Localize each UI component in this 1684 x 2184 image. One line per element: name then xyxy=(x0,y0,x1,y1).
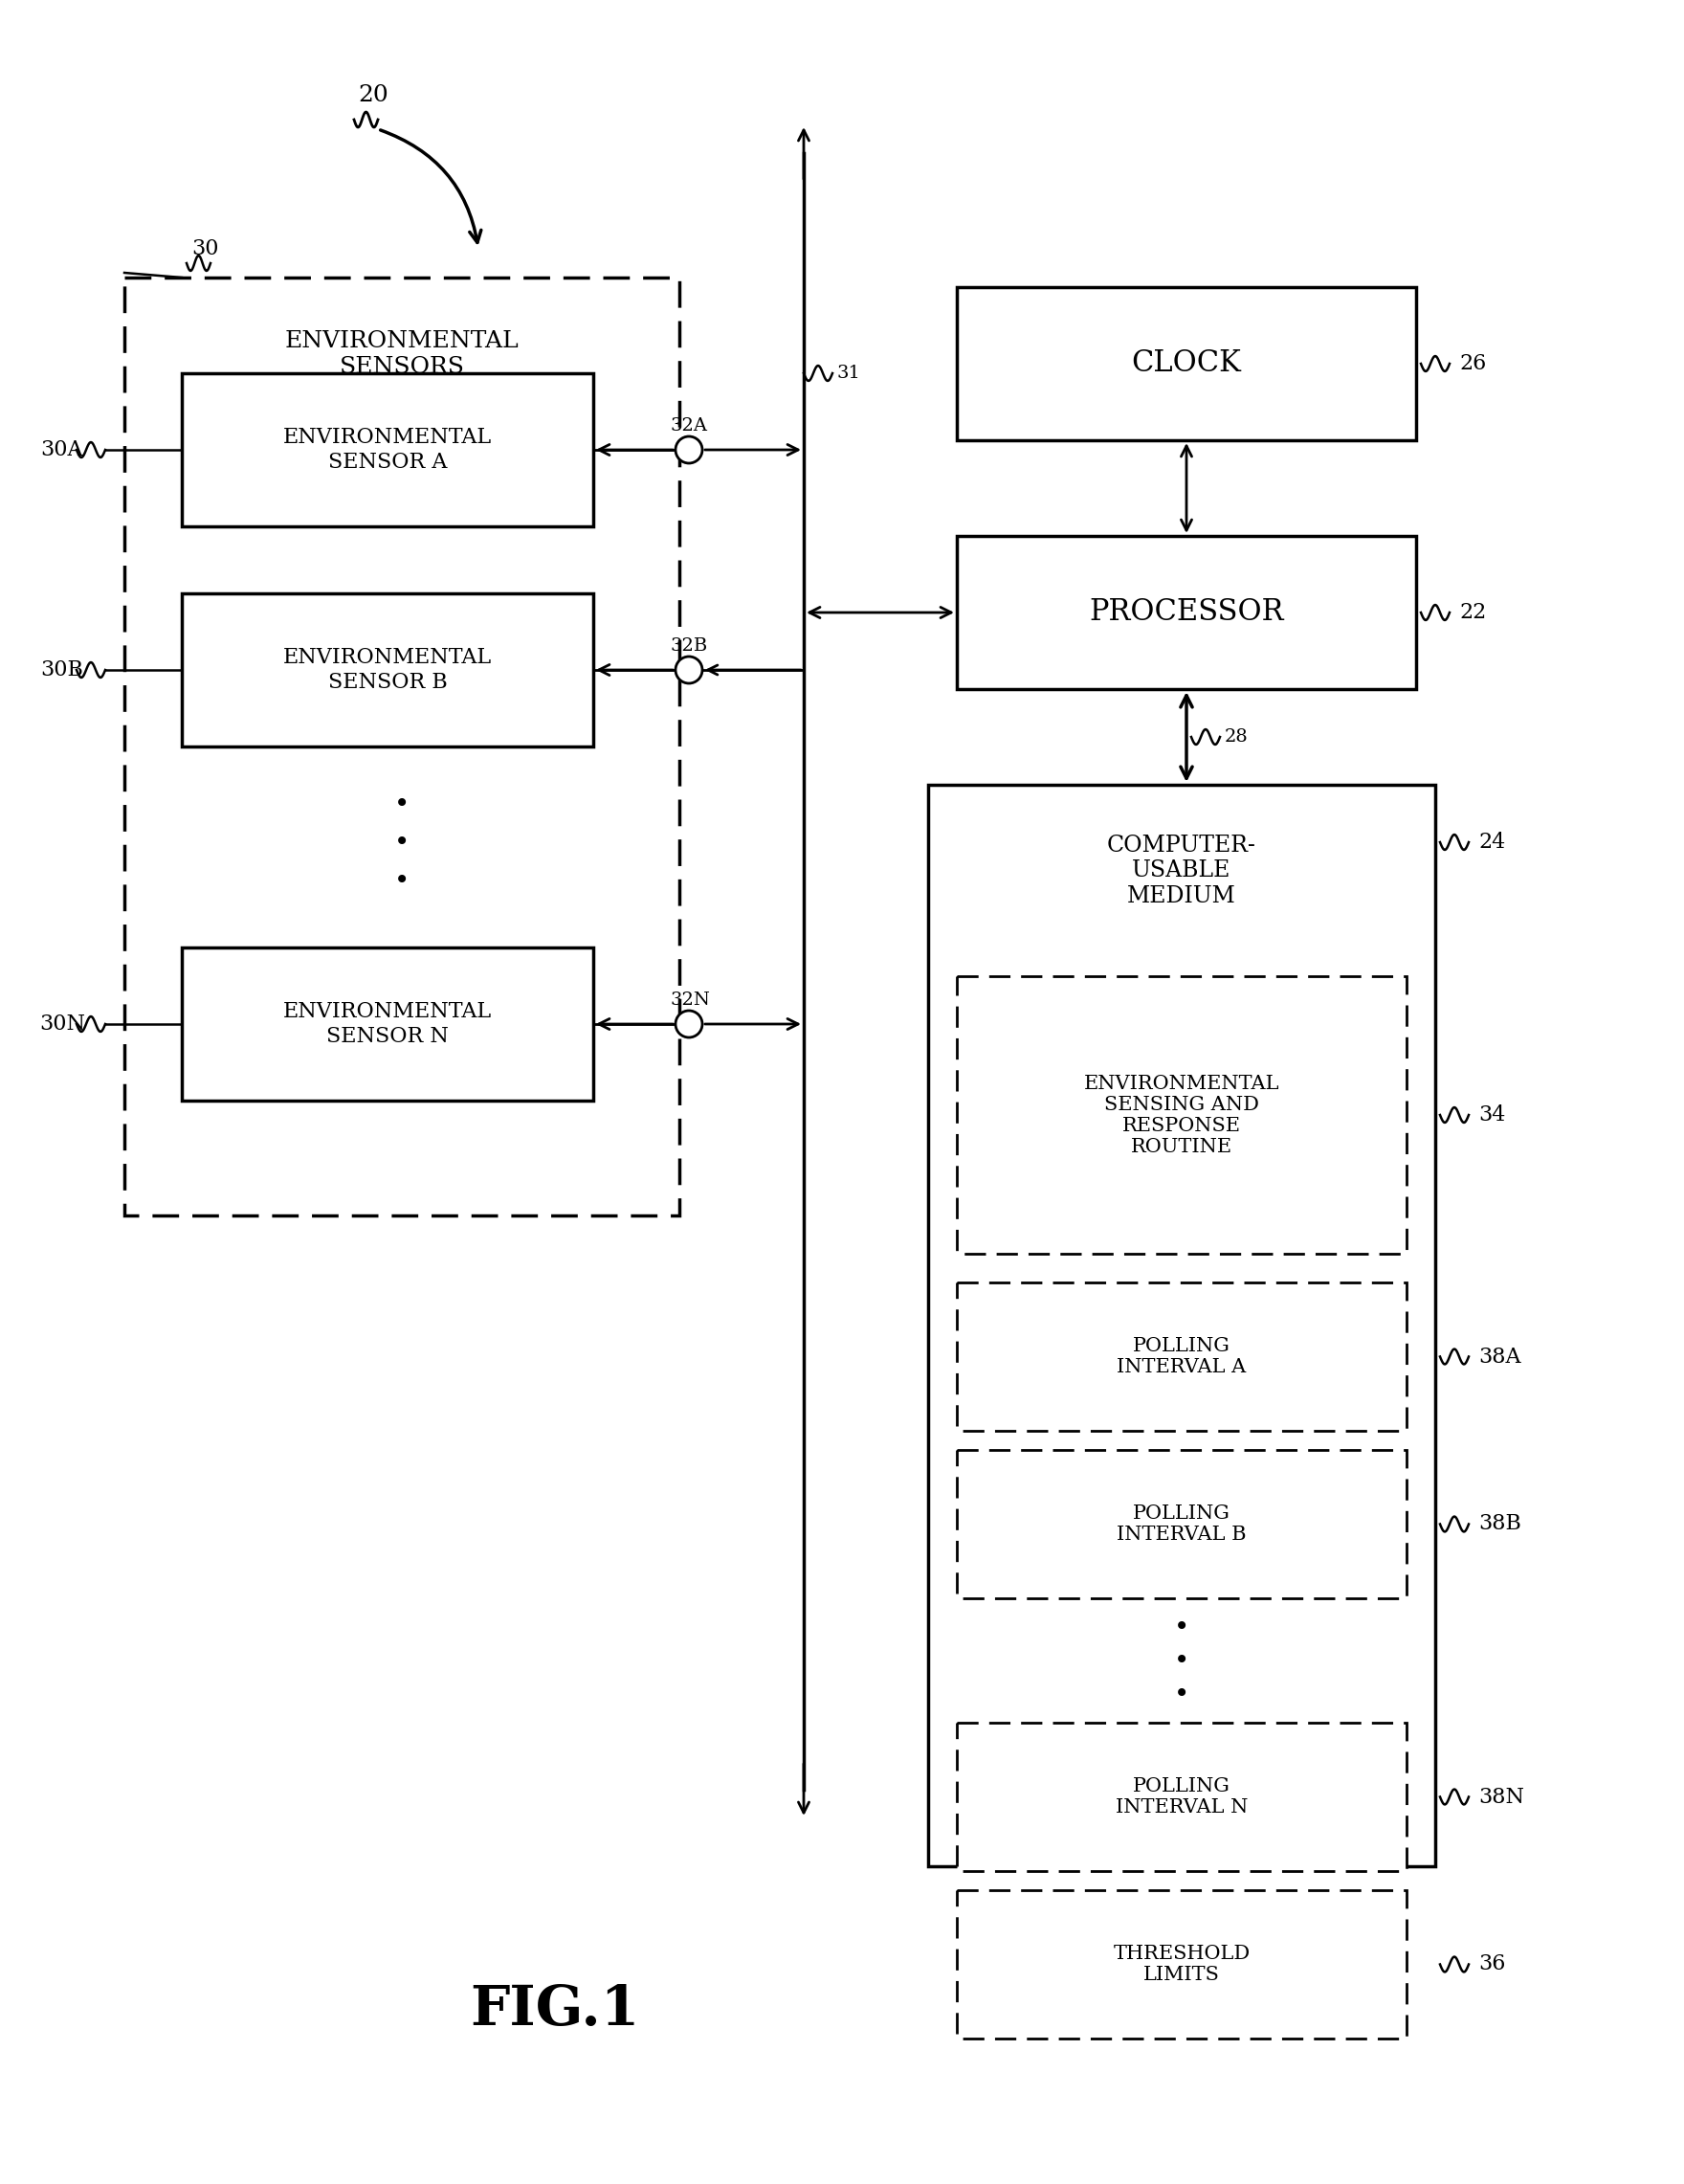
Text: 30: 30 xyxy=(192,238,219,260)
Bar xyxy=(957,1889,1406,2038)
Bar xyxy=(182,948,593,1101)
Text: •: • xyxy=(1174,1682,1189,1708)
Text: •: • xyxy=(394,867,409,893)
Text: •: • xyxy=(1174,1647,1189,1673)
Bar xyxy=(957,1450,1406,1599)
Bar xyxy=(125,277,679,1216)
Text: 38A: 38A xyxy=(1479,1345,1521,1367)
Text: 24: 24 xyxy=(1479,832,1505,852)
Circle shape xyxy=(675,657,702,684)
Bar xyxy=(957,976,1406,1254)
Text: POLLING
INTERVAL B: POLLING INTERVAL B xyxy=(1116,1505,1246,1544)
Bar xyxy=(182,373,593,526)
Text: 20: 20 xyxy=(359,85,389,107)
Text: 30B: 30B xyxy=(40,660,84,681)
Text: ENVIRONMENTAL
SENSING AND
RESPONSE
ROUTINE: ENVIRONMENTAL SENSING AND RESPONSE ROUTI… xyxy=(1084,1075,1280,1155)
Text: FIG.1: FIG.1 xyxy=(470,1983,640,2038)
Text: 36: 36 xyxy=(1479,1955,1505,1974)
Text: •: • xyxy=(394,828,409,856)
Text: ENVIRONMENTAL
SENSOR A: ENVIRONMENTAL SENSOR A xyxy=(283,428,492,472)
Text: 32N: 32N xyxy=(670,992,711,1009)
Text: 34: 34 xyxy=(1479,1105,1505,1125)
Bar xyxy=(182,594,593,747)
Bar xyxy=(957,1723,1406,1872)
Text: POLLING
INTERVAL A: POLLING INTERVAL A xyxy=(1116,1337,1246,1376)
Text: 38B: 38B xyxy=(1479,1514,1521,1535)
Text: POLLING
INTERVAL N: POLLING INTERVAL N xyxy=(1115,1778,1248,1817)
Text: PROCESSOR: PROCESSOR xyxy=(1090,598,1283,627)
Bar xyxy=(957,286,1416,441)
Bar xyxy=(957,1282,1406,1431)
Text: CLOCK: CLOCK xyxy=(1132,349,1241,378)
Text: ENVIRONMENTAL
SENSOR B: ENVIRONMENTAL SENSOR B xyxy=(283,646,492,692)
Bar xyxy=(957,535,1416,690)
Text: 30N: 30N xyxy=(39,1013,86,1035)
Text: COMPUTER-
USABLE
MEDIUM: COMPUTER- USABLE MEDIUM xyxy=(1106,834,1256,906)
Text: 26: 26 xyxy=(1458,354,1487,373)
Bar xyxy=(928,784,1435,1867)
Text: 31: 31 xyxy=(837,365,861,382)
Circle shape xyxy=(675,1011,702,1037)
Text: THRESHOLD
LIMITS: THRESHOLD LIMITS xyxy=(1113,1944,1250,1983)
Circle shape xyxy=(675,437,702,463)
Text: 38N: 38N xyxy=(1479,1787,1524,1808)
Text: •: • xyxy=(1174,1614,1189,1640)
Text: 22: 22 xyxy=(1458,603,1487,622)
Text: 28: 28 xyxy=(1224,727,1248,745)
Text: 32B: 32B xyxy=(670,638,707,655)
Text: 30A: 30A xyxy=(40,439,84,461)
Text: ENVIRONMENTAL
SENSORS: ENVIRONMENTAL SENSORS xyxy=(285,330,519,378)
Text: ENVIRONMENTAL
SENSOR N: ENVIRONMENTAL SENSOR N xyxy=(283,1002,492,1046)
Text: 32A: 32A xyxy=(670,417,707,435)
Text: •: • xyxy=(394,791,409,817)
